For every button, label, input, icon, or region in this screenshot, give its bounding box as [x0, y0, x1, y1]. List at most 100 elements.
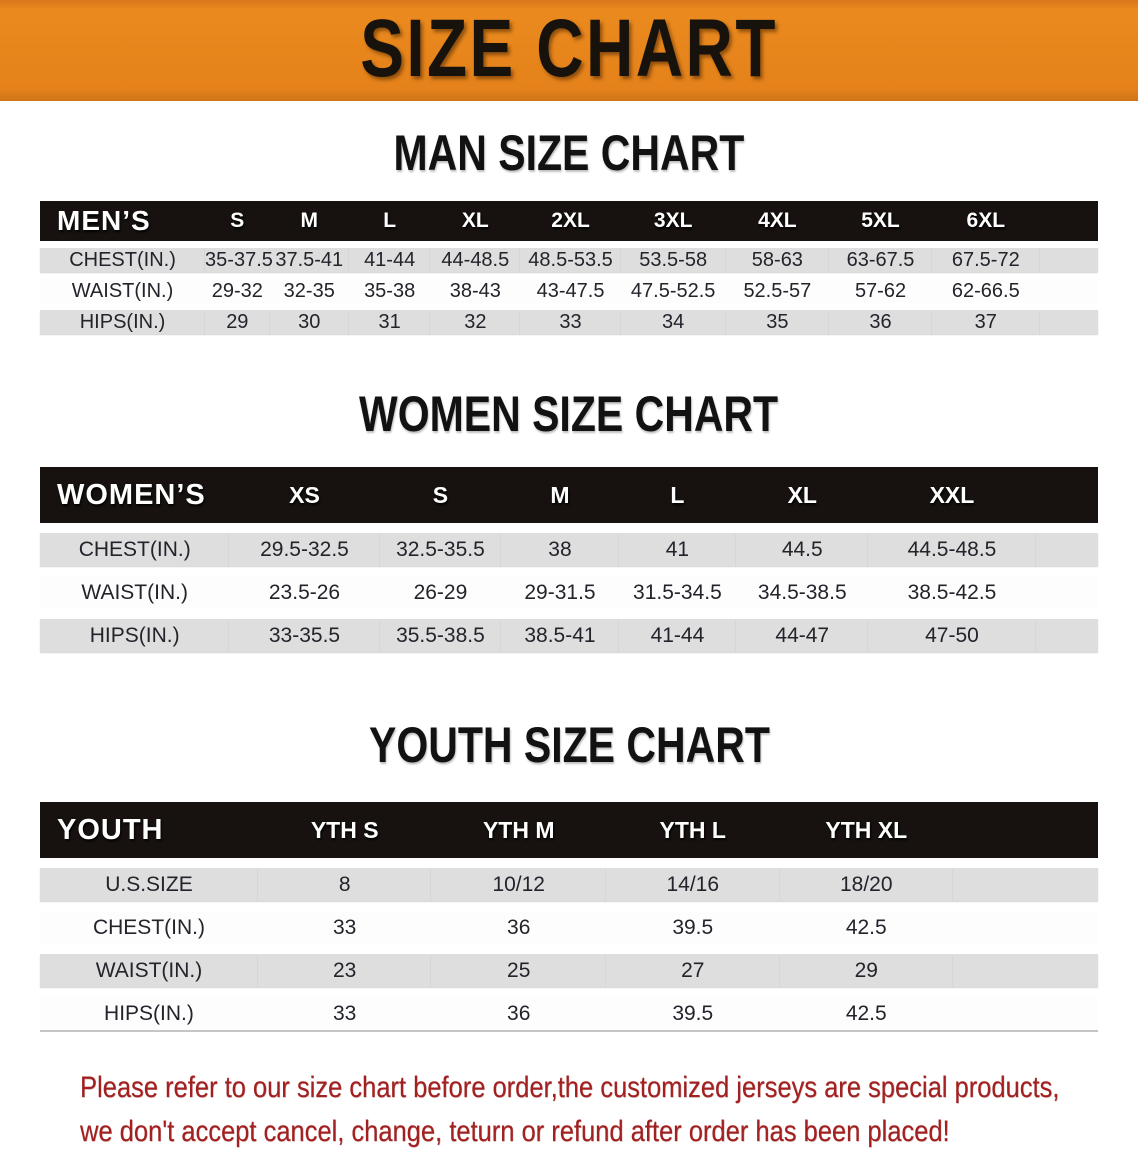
column-header: 3XL: [620, 201, 726, 241]
column-header: L: [348, 201, 431, 241]
column-header: L: [618, 467, 737, 523]
table-row: HIPS(IN.) 33-35.5 35.5-38.5 38.5-41 41-44 44-…: [40, 619, 1098, 652]
row-filler-cell: [953, 868, 1098, 901]
size-value-cell: 29-32: [205, 279, 270, 303]
size-value-cell: 48.5-53.5: [520, 248, 621, 272]
youth-section-heading: YOUTH SIZE CHART: [368, 717, 770, 773]
size-value-cell: 33: [520, 310, 621, 334]
size-value-cell: 31.5-34.5: [618, 576, 737, 609]
table-header-label: YOUTH: [40, 802, 258, 858]
table-row: CHEST(IN.) 29.5-32.5 32.5-35.5 38 41 44.5 44.5…: [40, 533, 1098, 566]
size-value-cell: 35: [725, 310, 830, 334]
column-header: XL: [736, 467, 869, 523]
column-header: YTH XL: [779, 802, 953, 858]
size-value-cell: 32: [430, 310, 521, 334]
row-filler-cell: [953, 954, 1098, 987]
size-value-cell: 34: [620, 310, 726, 334]
size-value-cell: 34.5-38.5: [736, 576, 869, 609]
mens-size-table: MEN’S S M L XL 2XL 3XL 4XL 5XL 6XL CHEST(IN.) 35-37…: [40, 194, 1098, 341]
row-label: HIPS(IN.): [40, 997, 258, 1030]
size-chart-content: MAN SIZE CHART MEN’S S M L XL 2XL 3XL 4XL 5XL 6XL…: [0, 128, 1138, 1154]
size-value-cell: 44.5: [736, 533, 869, 566]
row-filler-cell: [1039, 310, 1098, 334]
size-value-cell: 41-44: [348, 248, 431, 272]
row-label: HIPS(IN.): [40, 310, 206, 334]
column-header: YTH S: [257, 802, 432, 858]
size-value-cell: 33: [257, 911, 432, 944]
row-filler-cell: [953, 997, 1098, 1030]
row-label: WAIST(IN.): [40, 576, 230, 609]
size-value-cell: 37.5-41: [269, 248, 349, 272]
size-value-cell: 36: [431, 911, 606, 944]
header-filler-cell: [1035, 467, 1098, 523]
size-value-cell: 52.5-57: [725, 279, 830, 303]
table-header-label: WOMEN’S: [40, 467, 230, 523]
size-value-cell: 38.5-42.5: [868, 576, 1036, 609]
size-value-cell: 33-35.5: [229, 619, 380, 652]
size-value-cell: 58-63: [725, 248, 830, 272]
size-value-cell: 37: [931, 310, 1040, 334]
size-value-cell: 18/20: [779, 868, 953, 901]
size-value-cell: 31: [348, 310, 431, 334]
size-value-cell: 29: [779, 954, 953, 987]
row-label: U.S.SIZE: [40, 868, 258, 901]
column-header: YTH M: [431, 802, 606, 858]
table-row: CHEST(IN.) 35-37.5 37.5-41 41-44 44-48.5 48.5…: [40, 248, 1098, 272]
size-value-cell: 23.5-26: [229, 576, 380, 609]
table-row: CHEST(IN.) 33 36 39.5 42.5: [40, 911, 1098, 944]
row-filler-cell: [1035, 533, 1098, 566]
women-section-heading: WOMEN SIZE CHART: [359, 386, 779, 442]
header-filler-cell: [953, 802, 1098, 858]
column-header: XS: [229, 467, 380, 523]
header-filler-cell: [1039, 201, 1098, 241]
row-label: HIPS(IN.): [40, 619, 230, 652]
table-row: HIPS(IN.) 29 30 31 32 33 34 35 36 37: [40, 310, 1098, 334]
table-row: WAIST(IN.) 23.5-26 26-29 29-31.5 31.5-34.5 34…: [40, 576, 1098, 609]
womens-size-table: WOMEN’S XS S M L XL XXL CHEST(IN.) 29.5-32.5 32.5…: [40, 457, 1098, 662]
size-value-cell: 38-43: [430, 279, 521, 303]
size-value-cell: 29: [205, 310, 270, 334]
size-value-cell: 63-67.5: [829, 248, 932, 272]
size-value-cell: 41: [618, 533, 737, 566]
size-value-cell: 10/12: [431, 868, 606, 901]
size-chart-banner: SIZE CHART: [0, 0, 1138, 101]
disclaimer-line-2: we don't accept cancel, change, teturn o…: [80, 1115, 950, 1148]
size-value-cell: 47.5-52.5: [620, 279, 726, 303]
size-value-cell: 25: [431, 954, 606, 987]
size-value-cell: 57-62: [829, 279, 932, 303]
size-value-cell: 29.5-32.5: [229, 533, 380, 566]
disclaimer-line-1: Please refer to our size chart before or…: [80, 1071, 1060, 1104]
row-label: CHEST(IN.): [40, 248, 206, 272]
size-value-cell: 39.5: [606, 911, 780, 944]
column-header: 4XL: [725, 201, 830, 241]
size-value-cell: 35-37.5: [205, 248, 273, 272]
size-value-cell: 27: [606, 954, 780, 987]
table-row: WAIST(IN.) 29-32 32-35 35-38 38-43 43-47.5 47.…: [40, 279, 1098, 303]
youth-size-table: YOUTH YTH S YTH M YTH L YTH XL U.S.SIZE 8 10/12…: [40, 792, 1098, 1040]
size-value-cell: 36: [829, 310, 932, 334]
row-label: WAIST(IN.): [40, 954, 258, 987]
size-value-cell: 29-31.5: [501, 576, 619, 609]
column-header: 6XL: [931, 201, 1040, 241]
size-value-cell: 47-50: [868, 619, 1036, 652]
size-value-cell: 30: [269, 310, 349, 334]
table-header-row: WOMEN’S XS S M L XL XXL: [40, 467, 1098, 523]
column-header: S: [379, 467, 502, 523]
size-value-cell: 43-47.5: [520, 279, 621, 303]
size-value-cell: 35.5-38.5: [379, 619, 502, 652]
size-value-cell: 38: [501, 533, 619, 566]
table-header-label: MEN’S: [40, 201, 206, 241]
disclaimer-text: Please refer to our size chart before or…: [80, 1066, 1098, 1154]
size-value-cell: 53.5-58: [620, 248, 726, 272]
size-value-cell: 42.5: [779, 911, 953, 944]
size-value-cell: 62-66.5: [931, 279, 1040, 303]
column-header: M: [269, 201, 349, 241]
column-header: YTH L: [606, 802, 780, 858]
size-value-cell: 8: [257, 868, 432, 901]
size-value-cell: 41-44: [618, 619, 737, 652]
column-header: S: [205, 201, 270, 241]
size-value-cell: 44.5-48.5: [868, 533, 1036, 566]
size-value-cell: 67.5-72: [931, 248, 1040, 272]
row-filler-cell: [1035, 619, 1098, 652]
row-filler-cell: [1039, 248, 1098, 272]
